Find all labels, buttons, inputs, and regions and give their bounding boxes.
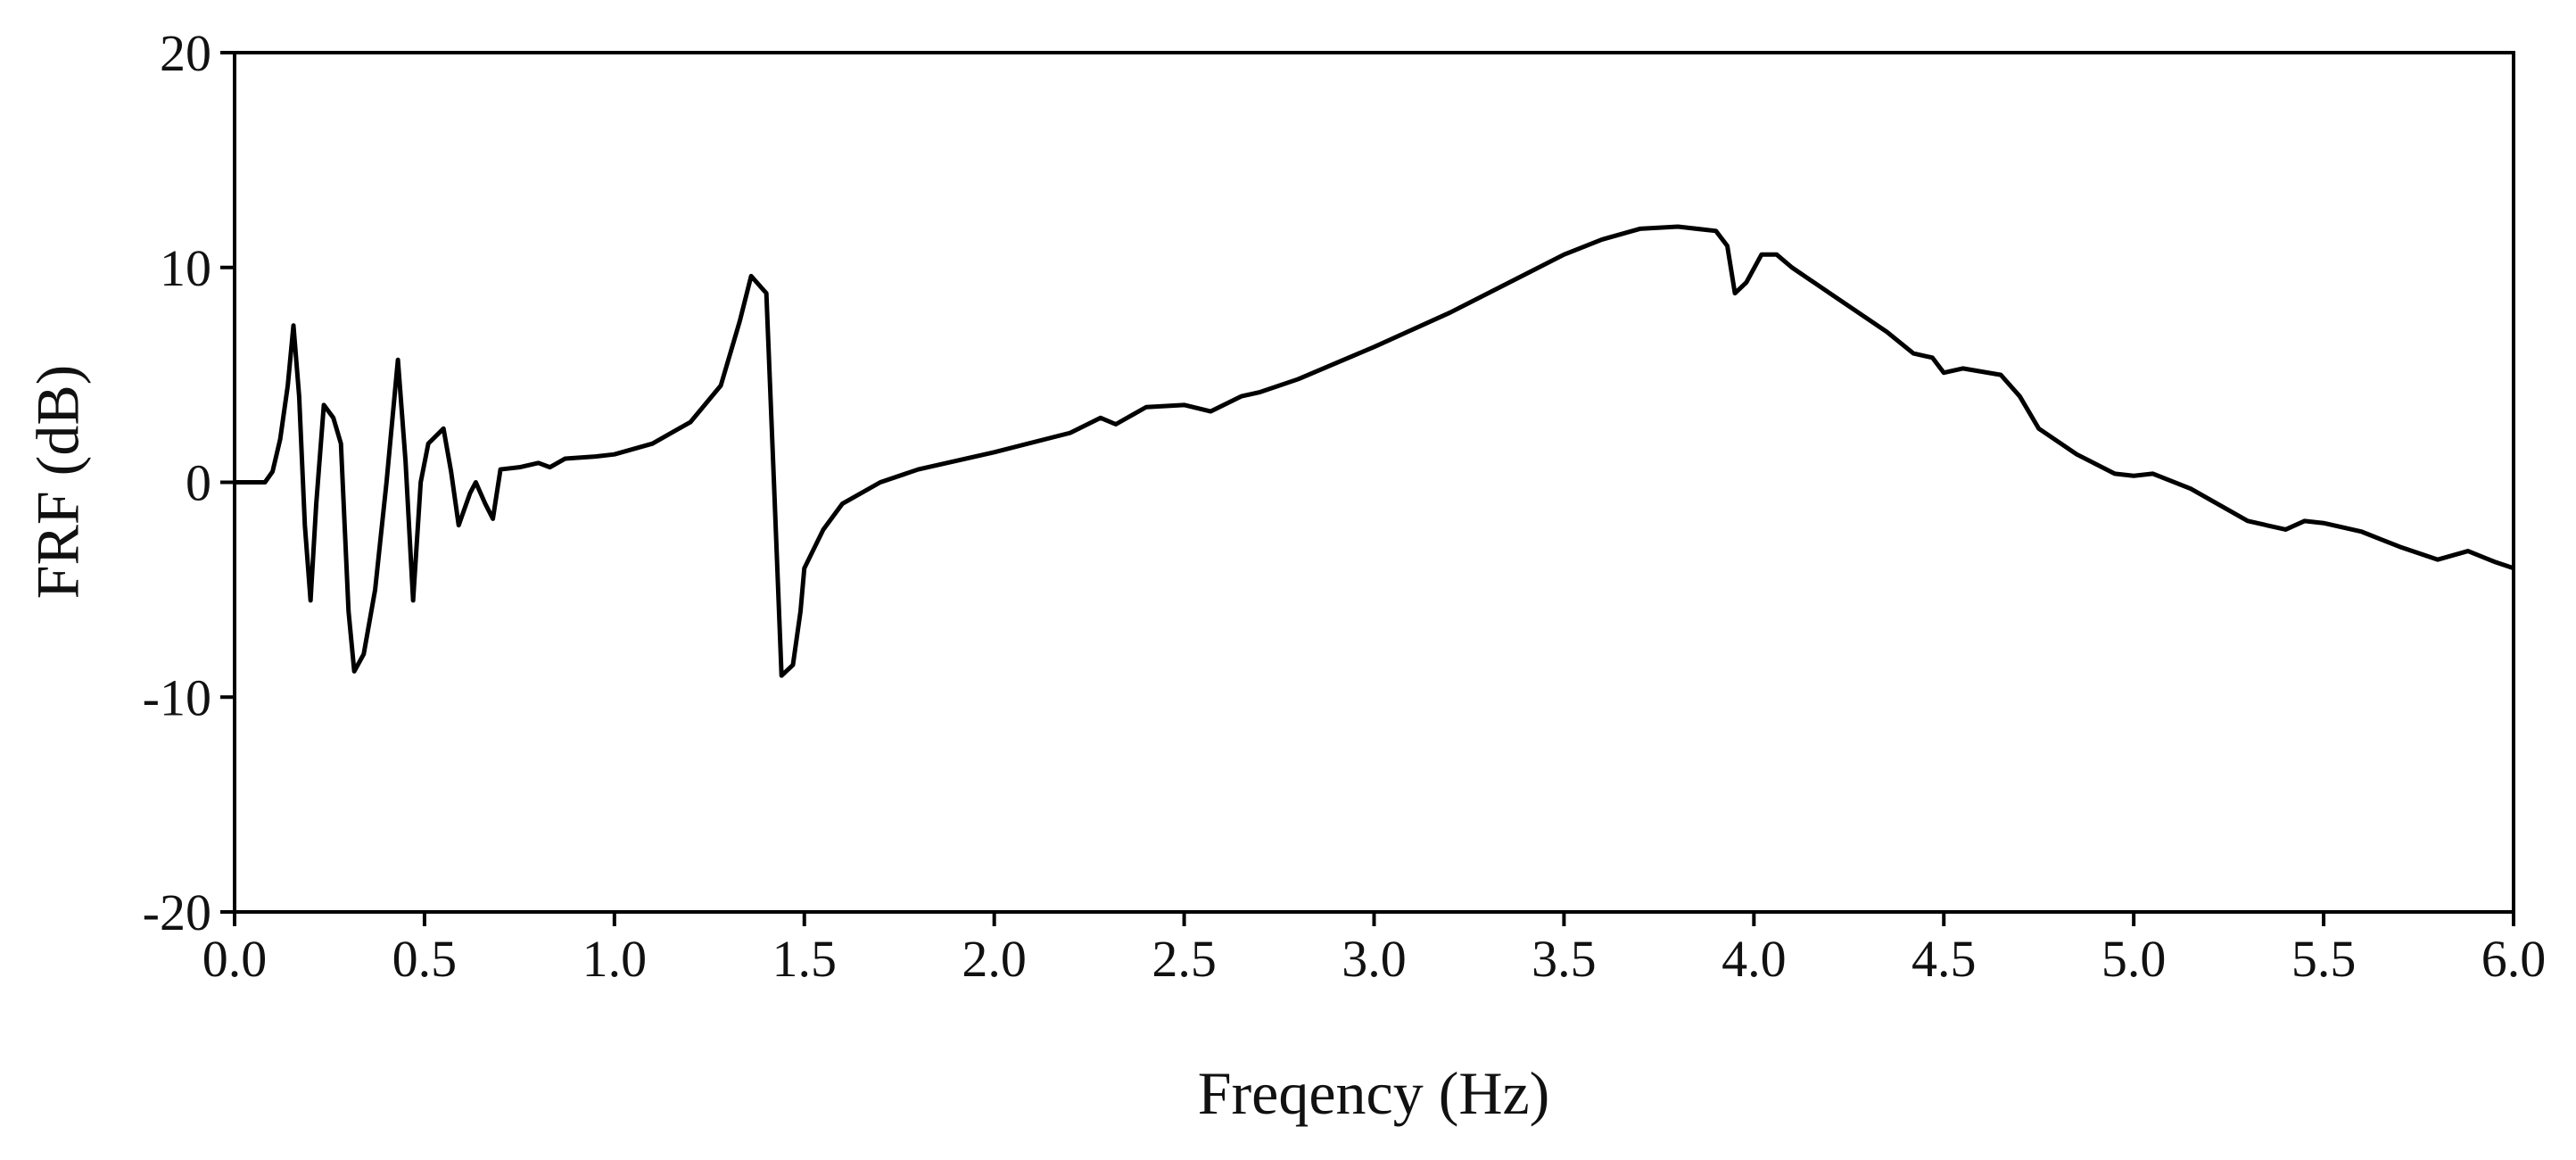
x-axis-label: Freqency (Hz) — [1198, 1059, 1550, 1127]
x-tick-label: 3.0 — [1342, 930, 1407, 988]
x-tick-label: 6.0 — [2481, 930, 2547, 988]
x-tick-label: 2.0 — [962, 930, 1027, 988]
y-tick-label: -20 — [143, 883, 211, 941]
data-line — [235, 224, 2514, 678]
x-tick-label: 2.5 — [1152, 930, 1217, 988]
y-tick-label: 10 — [160, 239, 211, 297]
x-tick-label: 5.5 — [2291, 930, 2357, 988]
y-tick-label: -10 — [143, 668, 211, 726]
x-tick-label: 5.0 — [2101, 930, 2167, 988]
x-tick-label: 1.0 — [582, 930, 648, 988]
y-tick-label: 20 — [160, 24, 211, 82]
x-tick-label: 0.0 — [202, 930, 268, 988]
x-tick-label: 4.0 — [1721, 930, 1787, 988]
x-tick-label: 3.5 — [1532, 930, 1597, 988]
y-tick-label: 0 — [186, 454, 211, 512]
x-tick-label: 4.5 — [1911, 930, 1977, 988]
y-axis-label: FRF (dB) — [24, 365, 92, 600]
x-tick-label: 0.5 — [392, 930, 458, 988]
x-tick-label: 1.5 — [772, 930, 838, 988]
